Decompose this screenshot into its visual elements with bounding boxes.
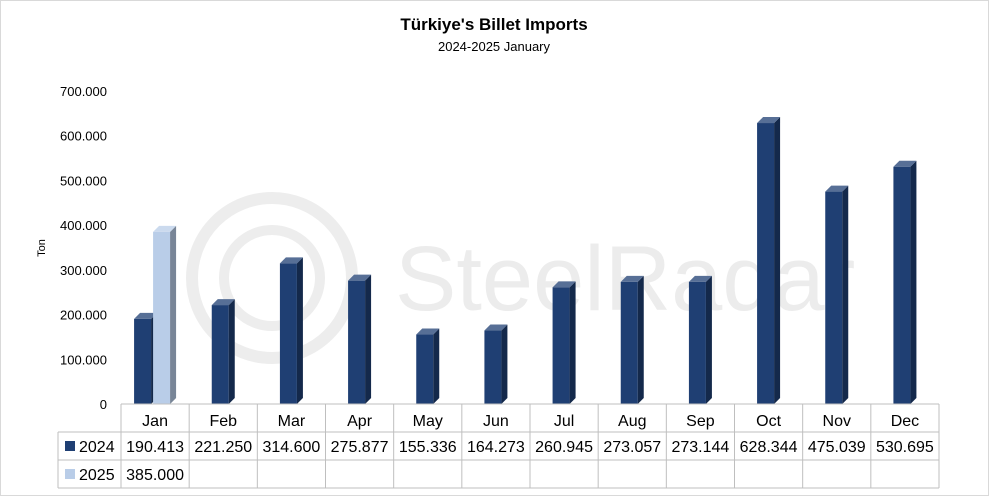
legend-swatch-2024 [65, 441, 75, 451]
bar-front-aug-2024 [620, 281, 638, 404]
bar-front-dec-2024 [893, 166, 911, 404]
y-tick-label: 0 [100, 397, 107, 412]
x-tick-label: Sep [686, 413, 715, 430]
bar-top-jan-2024 [134, 312, 158, 319]
bar-top-jul-2024 [552, 281, 576, 288]
bar-front-feb-2024 [211, 305, 229, 404]
data-label: 530.695 [876, 439, 934, 456]
x-tick-label: Mar [278, 413, 306, 430]
y-axis-label: Ton [36, 239, 48, 257]
watermark-logo-inner [219, 225, 325, 331]
bar-front-sep-2024 [688, 281, 706, 404]
data-label: 190.413 [126, 439, 184, 456]
bar-may-2024 [416, 328, 440, 404]
y-tick-label: 500.000 [60, 173, 107, 188]
y-tick-label: 400.000 [60, 218, 107, 233]
bar-front-nov-2024 [825, 191, 843, 404]
data-label: 314.600 [262, 439, 320, 456]
bar-top-apr-2024 [348, 274, 372, 281]
y-tick-label: 300.000 [60, 263, 107, 278]
bar-side-jun-2024 [501, 324, 508, 404]
bar-side-nov-2024 [842, 185, 849, 404]
bar-side-aug-2024 [637, 275, 644, 404]
data-label: 273.144 [671, 439, 729, 456]
bar-top-may-2024 [416, 328, 440, 335]
bar-top-feb-2024 [211, 299, 235, 306]
x-tick-label: Dec [891, 413, 919, 430]
bar-feb-2024 [211, 299, 235, 404]
y-tick-label: 100.000 [60, 352, 107, 367]
bar-top-aug-2024 [620, 275, 644, 282]
bar-nov-2024 [825, 185, 849, 404]
y-tick-label: 200.000 [60, 308, 107, 323]
chart-title: Türkiye's Billet Imports [400, 15, 587, 34]
bar-sep-2024 [688, 275, 712, 404]
y-tick-label: 600.000 [60, 129, 107, 144]
bar-front-apr-2024 [348, 280, 366, 404]
legend-swatch-2025 [65, 469, 75, 479]
bar-front-mar-2024 [279, 263, 297, 404]
data-label: 273.057 [603, 439, 661, 456]
bar-top-jan-2025 [153, 225, 177, 232]
bar-top-nov-2024 [825, 185, 849, 192]
bar-side-oct-2024 [774, 117, 781, 404]
bar-oct-2024 [757, 117, 781, 404]
bar-side-sep-2024 [705, 275, 712, 404]
data-label: 260.945 [535, 439, 593, 456]
bar-front-jul-2024 [552, 287, 570, 404]
bar-top-jun-2024 [484, 324, 508, 331]
data-label: 275.877 [331, 439, 389, 456]
chart-subtitle: 2024-2025 January [438, 39, 551, 54]
bar-dec-2024 [893, 160, 917, 404]
bar-top-sep-2024 [688, 275, 712, 282]
bar-top-dec-2024 [893, 160, 917, 167]
bars [134, 117, 917, 404]
bar-mar-2024 [279, 257, 303, 404]
data-label: 385.000 [126, 467, 184, 484]
bar-front-jun-2024 [484, 330, 502, 404]
data-label: 155.336 [399, 439, 457, 456]
x-tick-label: Aug [618, 413, 646, 430]
bar-front-oct-2024 [757, 123, 775, 404]
legend-label-2025: 2025 [79, 467, 115, 484]
x-tick-label: May [413, 413, 443, 430]
x-tick-label: Oct [756, 413, 781, 430]
bar-jan-2025 [153, 225, 177, 404]
bar-side-apr-2024 [365, 274, 372, 404]
bar-front-may-2024 [416, 334, 434, 404]
data-label: 475.039 [808, 439, 866, 456]
x-tick-label: Jul [554, 413, 574, 430]
data-label: 164.273 [467, 439, 525, 456]
bar-jul-2024 [552, 281, 576, 404]
bar-front-jan-2024 [134, 318, 152, 404]
bar-side-feb-2024 [228, 299, 235, 404]
x-tick-label: Jan [142, 413, 168, 430]
bar-apr-2024 [348, 274, 372, 404]
data-label: 221.250 [194, 439, 252, 456]
bar-top-oct-2024 [757, 117, 781, 124]
bar-side-jul-2024 [569, 281, 576, 404]
data-label: 628.344 [740, 439, 798, 456]
data-table: Jan Feb Mar Apr May Jun Jul Aug Sep Oct Nov Dec 2024… [57, 403, 940, 489]
x-tick-label: Nov [823, 413, 851, 430]
legend-label-2024: 2024 [79, 439, 115, 456]
bar-side-mar-2024 [296, 257, 303, 404]
bar-aug-2024 [620, 275, 644, 404]
bar-jun-2024 [484, 324, 508, 404]
x-tick-label: Apr [347, 413, 373, 430]
x-tick-label: Jun [483, 413, 509, 430]
bar-side-jan-2025 [170, 225, 177, 404]
y-axis: 0 100.000 200.000 300.000 400.000 500.000 600.… [60, 84, 107, 412]
x-tick-label: Feb [209, 413, 237, 430]
bar-front-jan-2025 [153, 231, 171, 404]
y-tick-label: 700.000 [60, 84, 107, 99]
bar-side-may-2024 [433, 328, 440, 404]
bar-top-mar-2024 [279, 257, 303, 264]
bar-side-dec-2024 [910, 160, 917, 404]
